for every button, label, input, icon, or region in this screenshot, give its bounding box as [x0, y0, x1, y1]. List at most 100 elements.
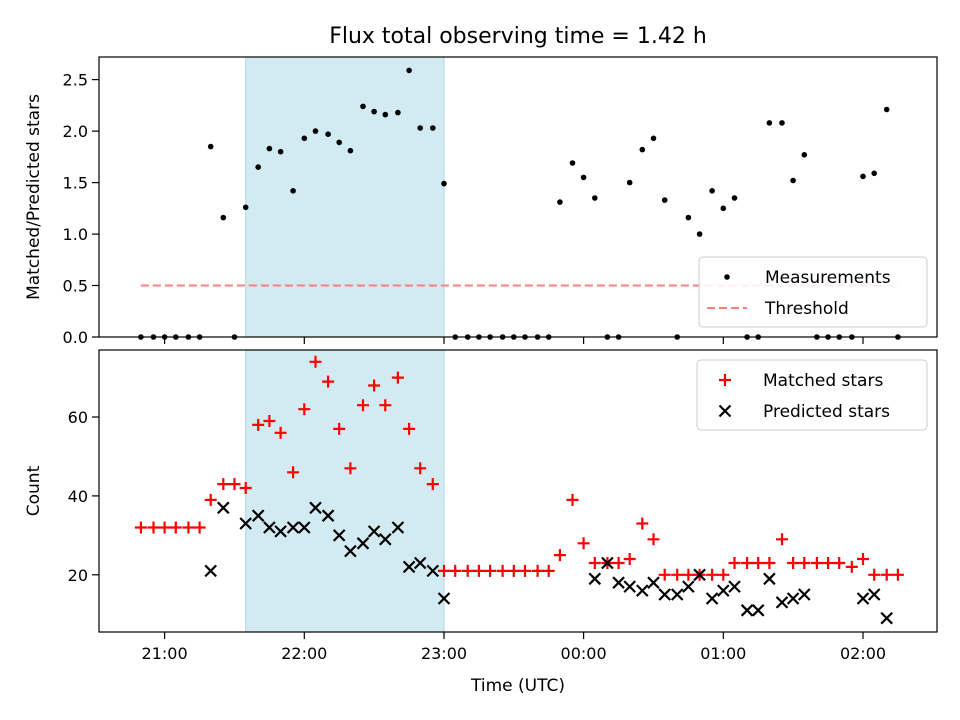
measurement-point: [277, 148, 284, 155]
predicted-stars-point: [321, 509, 335, 522]
matched-stars-point: [496, 564, 509, 577]
observing-window-span: [245, 349, 445, 633]
predicted-stars-point: [309, 501, 322, 515]
legend-label: Measurements: [765, 268, 891, 288]
matched-stars-point: [612, 557, 625, 569]
matched-stars-point: [706, 568, 719, 581]
predicted-stars-point: [204, 564, 217, 578]
x-axis-label: Time (UTC): [470, 676, 565, 696]
measurement-point: [779, 120, 785, 126]
matched-stars-point: [193, 521, 206, 534]
bottom-panel: 21:00 22:00 23:00 00:00 01:00 02:00 20 40 60 Coun…: [24, 349, 938, 696]
measurement-point: [626, 179, 633, 186]
measurement-point: [360, 103, 366, 110]
predicted-stars-point: [601, 556, 614, 570]
matched-stars-point: [391, 371, 404, 384]
matched-stars-point: [671, 568, 684, 581]
predicted-stars-point: [239, 517, 252, 530]
predicted-stars-point: [437, 592, 451, 605]
measurement-point: [766, 120, 773, 126]
matched-stars-point: [414, 462, 427, 475]
measurement-point: [441, 180, 447, 187]
matched-stars-point: [845, 560, 858, 573]
measurement-point: [336, 139, 343, 146]
matched-stars-point: [426, 478, 439, 491]
measurement-point: [220, 214, 227, 221]
measurement-point: [430, 125, 436, 131]
matched-stars-point: [776, 533, 788, 546]
predicted-stars-point: [786, 592, 800, 605]
matched-stars-point: [368, 379, 381, 392]
measurement-point: [557, 199, 563, 205]
plot-area: [134, 355, 904, 625]
plot-frame: [98, 56, 938, 338]
y-axis-label: Matched/Predicted stars: [24, 94, 44, 300]
matched-stars-point: [287, 466, 300, 479]
predicted-stars-point: [751, 604, 765, 617]
matched-stars-point: [636, 517, 649, 530]
predicted-stars-point: [682, 580, 695, 593]
matched-stars-point: [798, 557, 811, 569]
matched-stars-point: [623, 553, 636, 565]
y-tick-label: 1.5: [63, 174, 88, 193]
matched-stars-point: [717, 568, 730, 581]
matched-stars-point: [182, 521, 195, 534]
predicted-stars-point: [636, 584, 649, 597]
measurement-point: [255, 164, 261, 170]
matched-stars-point: [822, 557, 835, 569]
predicted-stars-point: [658, 588, 671, 601]
predicted-stars-point: [775, 596, 789, 609]
predicted-stars-point: [391, 521, 405, 534]
predicted-stars-point: [286, 521, 300, 534]
matched-stars-point: [542, 564, 555, 577]
legend-box: [698, 256, 928, 328]
y-axis-label: Count: [24, 465, 44, 516]
matched-stars-point: [309, 355, 322, 368]
measurement-point: [580, 174, 587, 181]
measurement-point: [312, 128, 319, 134]
matched-stars-point: [134, 521, 147, 534]
matched-stars-point: [752, 557, 765, 569]
observing-window-span: [245, 56, 445, 338]
matched-stars-point: [728, 557, 741, 569]
predicted-stars-point: [426, 564, 440, 578]
y-tick-label: 2.0: [63, 122, 88, 141]
measurement-point: [801, 152, 808, 158]
matched-stars-point: [484, 564, 497, 577]
predicted-stars-point: [298, 521, 311, 534]
predicted-stars-point: [356, 537, 370, 550]
chart-title: Flux total observing time = 1.42 h: [329, 24, 707, 49]
y-tick-label: 1.0: [63, 225, 88, 244]
legend-label: Threshold: [764, 299, 849, 319]
matched-stars-point: [239, 482, 252, 494]
matched-stars-point: [682, 568, 695, 581]
predicted-stars-point: [670, 588, 684, 601]
predicted-stars-point: [693, 568, 706, 582]
matched-stars-point: [787, 557, 800, 569]
matched-stars-point: [868, 568, 881, 581]
predicted-stars-point: [413, 556, 427, 570]
matched-stars-point: [880, 568, 893, 581]
predicted-stars-point: [251, 509, 265, 522]
predicted-stars-point: [274, 525, 287, 538]
measurement-point: [290, 188, 296, 194]
y-tick-label: 60: [68, 408, 88, 427]
legend-marker-matched: [719, 374, 731, 386]
x-tick-label: 21:00: [142, 644, 188, 663]
matched-stars-point: [169, 521, 182, 534]
x-tick-label: 23:00: [421, 644, 467, 663]
matched-stars-point: [344, 462, 357, 475]
measurement-point: [592, 195, 598, 201]
matched-stars-point: [263, 415, 276, 427]
measurement-point: [395, 109, 401, 116]
y-tick-label: 20: [68, 566, 88, 585]
y-tick-label: 0.0: [63, 328, 88, 347]
measurement-point: [685, 214, 692, 221]
predicted-stars-point: [344, 544, 357, 558]
measurement-point: [242, 204, 249, 211]
predicted-stars-point: [856, 592, 870, 605]
legend-marker-measurements: [724, 274, 730, 280]
measurement-point: [731, 195, 738, 201]
x-tick-label: 00:00: [561, 644, 607, 663]
